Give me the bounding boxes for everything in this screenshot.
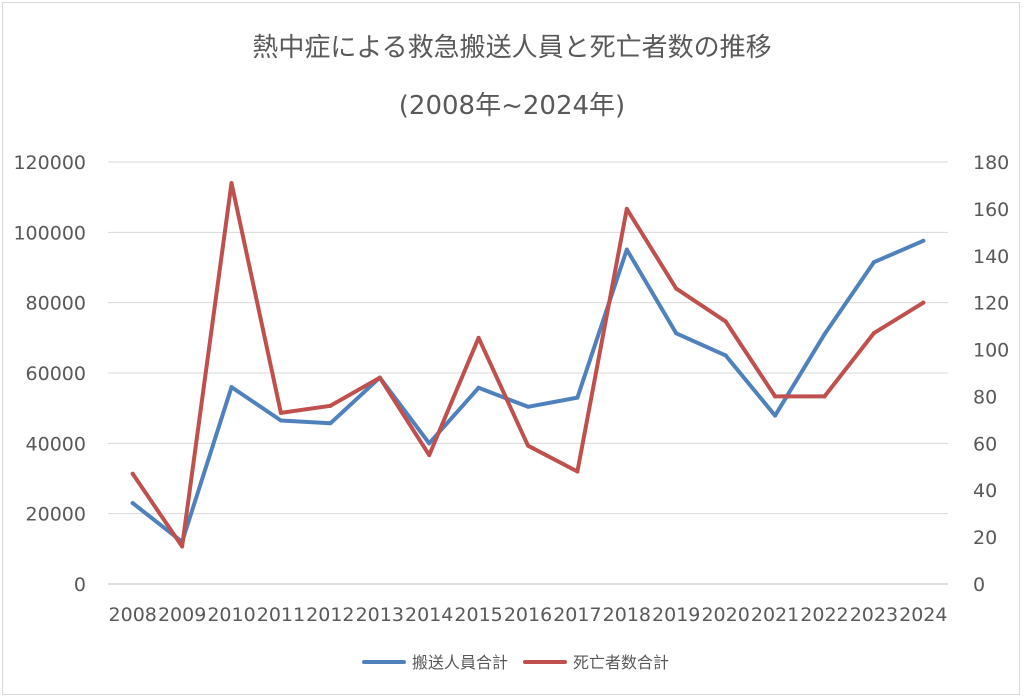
left-axis-ticks: 0 20000 40000 60000 80000 100000 120000 xyxy=(13,152,86,596)
right-axis-tick-label: 60 xyxy=(973,433,997,455)
data-point xyxy=(674,331,679,336)
right-axis-tick-label: 20 xyxy=(973,527,997,549)
right-axis-tick-label: 140 xyxy=(973,246,1009,268)
x-axis-tick-label: 2020 xyxy=(701,604,749,626)
data-point xyxy=(575,469,580,474)
x-axis-ticks: 2008 2009 2010 2011 2012 2013 2014 2015 2016 2017… xyxy=(109,604,948,626)
x-axis-tick-label: 2023 xyxy=(850,604,898,626)
data-point xyxy=(822,332,827,337)
data-point xyxy=(476,335,481,340)
x-axis-tick-label: 2011 xyxy=(257,604,305,626)
legend: 搬送人員合計 死亡者数合計 xyxy=(362,653,669,672)
data-point xyxy=(229,181,234,186)
data-point xyxy=(278,410,283,415)
left-axis-tick-label: 20000 xyxy=(26,504,86,526)
chart-subtitle: (2008年~2024年) xyxy=(399,91,625,121)
x-axis-tick-label: 2016 xyxy=(504,604,552,626)
data-point xyxy=(427,441,432,446)
left-axis-tick-label: 40000 xyxy=(26,433,86,455)
right-axis-ticks: 0 20 40 60 80 100 120 140 160 180 xyxy=(973,152,1009,596)
left-axis-tick-label: 100000 xyxy=(13,222,86,244)
data-point xyxy=(871,260,876,265)
x-axis-tick-label: 2012 xyxy=(306,604,354,626)
x-axis-tick-label: 2024 xyxy=(899,604,947,626)
data-point xyxy=(773,394,778,399)
left-axis-tick-label: 0 xyxy=(74,574,86,596)
data-point xyxy=(328,421,333,426)
data-point xyxy=(526,443,530,448)
data-point xyxy=(822,394,827,399)
data-point xyxy=(328,403,333,408)
x-axis-tick-label: 2019 xyxy=(652,604,700,626)
legend-label: 搬送人員合計 xyxy=(412,653,508,672)
right-axis-tick-label: 0 xyxy=(973,574,985,596)
data-point xyxy=(130,471,135,476)
data-point xyxy=(624,247,629,252)
x-axis-tick-label: 2018 xyxy=(603,604,651,626)
left-axis-tick-label: 120000 xyxy=(13,152,86,174)
right-axis-tick-label: 80 xyxy=(973,386,997,408)
data-point xyxy=(921,238,926,243)
x-axis-tick-label: 2010 xyxy=(207,604,255,626)
data-point xyxy=(575,395,580,400)
x-axis-tick-label: 2009 xyxy=(158,604,206,626)
data-point xyxy=(723,319,728,324)
data-point xyxy=(723,353,728,358)
x-axis-tick-label: 2017 xyxy=(553,604,601,626)
data-point xyxy=(674,286,679,291)
data-point xyxy=(427,453,432,458)
x-axis-tick-label: 2021 xyxy=(751,604,799,626)
right-axis-tick-label: 160 xyxy=(973,199,1009,221)
data-point xyxy=(278,418,283,423)
x-axis-tick-label: 2013 xyxy=(356,604,404,626)
x-axis-tick-label: 2022 xyxy=(800,604,848,626)
data-point xyxy=(229,385,234,390)
data-point xyxy=(921,300,926,305)
left-axis-tick-label: 60000 xyxy=(26,363,86,385)
x-axis-tick-label: 2014 xyxy=(405,604,453,626)
chart-title: 熱中症による救急搬送人員と死亡者数の推移 xyxy=(252,33,771,63)
data-point xyxy=(476,385,481,390)
right-axis-tick-label: 120 xyxy=(973,293,1009,315)
data-point xyxy=(773,413,778,418)
right-axis-tick-label: 180 xyxy=(973,152,1009,174)
series-lines xyxy=(130,181,926,549)
right-axis-tick-label: 100 xyxy=(973,340,1009,362)
legend-label: 死亡者数合計 xyxy=(573,653,669,672)
data-point xyxy=(130,501,135,506)
series-line-1 xyxy=(130,238,926,544)
data-point xyxy=(526,404,530,409)
data-point xyxy=(377,375,382,380)
data-point xyxy=(180,544,185,549)
gridlines xyxy=(108,161,948,585)
left-axis-tick-label: 80000 xyxy=(26,293,86,315)
x-axis-tick-label: 2015 xyxy=(454,604,502,626)
x-axis-tick-label: 2008 xyxy=(109,604,157,626)
right-axis-tick-label: 40 xyxy=(973,480,997,502)
data-point xyxy=(624,206,629,211)
data-point xyxy=(871,331,876,336)
